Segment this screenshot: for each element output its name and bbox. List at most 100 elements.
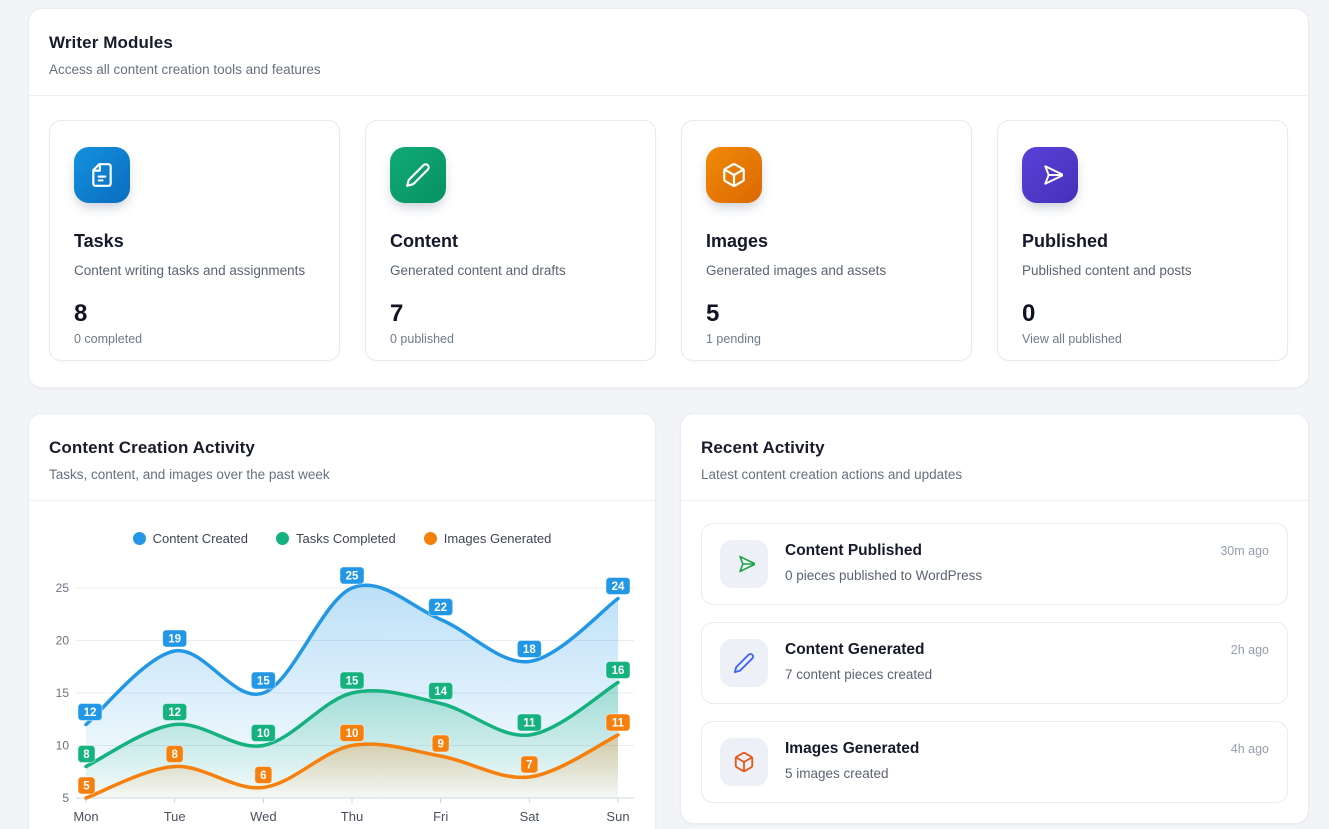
svg-text:24: 24 bbox=[612, 581, 625, 593]
modules-grid: Tasks Content writing tasks and assignme… bbox=[29, 96, 1308, 387]
svg-text:25: 25 bbox=[346, 571, 359, 583]
module-title: Published bbox=[1022, 231, 1109, 251]
activity-title: Images Generated bbox=[785, 740, 920, 757]
svg-text:10: 10 bbox=[346, 728, 359, 740]
svg-text:11: 11 bbox=[523, 718, 536, 730]
images-tile bbox=[706, 147, 762, 203]
activity-description: 0 pieces published to WordPress bbox=[785, 568, 983, 583]
svg-text:Wed: Wed bbox=[250, 809, 276, 824]
divider bbox=[29, 95, 1308, 96]
module-description: Generated content and drafts bbox=[390, 263, 566, 278]
svg-text:10: 10 bbox=[257, 728, 270, 740]
activity-timestamp: 2h ago bbox=[1230, 643, 1269, 657]
module-count: 7 bbox=[390, 300, 404, 327]
svg-text:6: 6 bbox=[260, 770, 266, 782]
tasks-tile bbox=[74, 147, 130, 203]
svg-text:5: 5 bbox=[62, 791, 69, 805]
svg-text:16: 16 bbox=[612, 665, 625, 677]
module-title: Tasks bbox=[74, 231, 124, 251]
activity-timestamp: 4h ago bbox=[1230, 742, 1269, 756]
module-card-images[interactable]: Images Generated images and assets 5 1 p… bbox=[681, 120, 972, 361]
legend-dot-icon bbox=[276, 532, 289, 545]
legend-item-tasks-completed[interactable]: Tasks Completed bbox=[276, 531, 396, 546]
svg-text:Sat: Sat bbox=[520, 809, 540, 824]
legend-label: Tasks Completed bbox=[296, 531, 396, 546]
svg-text:14: 14 bbox=[434, 686, 447, 698]
legend-item-images-generated[interactable]: Images Generated bbox=[423, 531, 552, 546]
svg-text:12: 12 bbox=[168, 707, 181, 719]
module-sub-label: 0 published bbox=[390, 332, 454, 346]
content-creation-activity-panel: Content Creation Activity Tasks, content… bbox=[28, 413, 656, 829]
activity-icon-tile bbox=[720, 738, 768, 786]
send-icon bbox=[1037, 162, 1063, 188]
pencil-icon bbox=[405, 162, 431, 188]
module-card-content[interactable]: Content Generated content and drafts 7 0… bbox=[365, 120, 656, 361]
activity-description: 5 images created bbox=[785, 766, 889, 781]
chart-panel-header: Content Creation Activity Tasks, content… bbox=[29, 414, 655, 500]
chart-panel-subtitle: Tasks, content, and images over the past… bbox=[49, 467, 330, 482]
divider bbox=[681, 500, 1308, 501]
svg-text:9: 9 bbox=[437, 739, 443, 751]
chart-body: Content Created Tasks Completed Images Gen… bbox=[29, 501, 655, 829]
module-title: Images bbox=[706, 231, 769, 251]
legend-dot-icon bbox=[423, 532, 437, 545]
activity-description: 7 content pieces created bbox=[785, 667, 933, 682]
module-description: Published content and posts bbox=[1022, 263, 1192, 278]
activity-title: Content Published bbox=[785, 542, 922, 559]
chart-legend: Content Created Tasks Completed Images Gen… bbox=[29, 531, 655, 546]
svg-text:20: 20 bbox=[56, 634, 70, 648]
module-count: 5 bbox=[706, 300, 720, 327]
svg-text:18: 18 bbox=[523, 644, 536, 656]
module-sub-label: 1 pending bbox=[706, 332, 761, 346]
activity-item-content-published[interactable]: Content Published 0 pieces published to … bbox=[701, 523, 1288, 605]
module-sub-label: View all published bbox=[1022, 332, 1122, 346]
module-card-published[interactable]: Published Published content and posts 0 … bbox=[997, 120, 1288, 361]
writer-modules-panel: Writer Modules Access all content creati… bbox=[28, 8, 1309, 388]
legend-item-content-created[interactable]: Content Created bbox=[132, 531, 248, 546]
recent-activity-subtitle: Latest content creation actions and upda… bbox=[701, 467, 963, 482]
divider bbox=[29, 500, 655, 501]
svg-text:12: 12 bbox=[84, 707, 97, 719]
module-count: 8 bbox=[74, 300, 88, 327]
file-text-icon bbox=[89, 162, 115, 188]
activity-text: Content Published 0 pieces published to … bbox=[785, 540, 1203, 583]
activity-icon-tile bbox=[720, 540, 768, 588]
activity-line-chart-svg: 5 10 15 20 25 Mon Tue Wed Thu Fri Sat Sun 12 19 15 25 22… bbox=[56, 566, 634, 824]
recent-activity-header: Recent Activity Latest content creation … bbox=[681, 414, 1308, 500]
module-description: Generated images and assets bbox=[706, 263, 887, 278]
activity-text: Content Generated 7 content pieces creat… bbox=[785, 639, 1214, 682]
svg-text:Thu: Thu bbox=[341, 809, 363, 824]
module-sub-label: 0 completed bbox=[74, 332, 143, 346]
module-title: Content bbox=[390, 231, 458, 251]
svg-text:15: 15 bbox=[56, 686, 70, 700]
svg-text:Tue: Tue bbox=[164, 809, 186, 824]
module-card-tasks[interactable]: Tasks Content writing tasks and assignme… bbox=[49, 120, 340, 361]
legend-label: Content Created bbox=[152, 531, 248, 546]
writer-modules-header: Writer Modules Access all content creati… bbox=[29, 9, 1308, 95]
svg-text:10: 10 bbox=[56, 739, 70, 753]
activity-icon-tile bbox=[720, 639, 768, 687]
activity-text: Images Generated 5 images created bbox=[785, 738, 1214, 781]
published-tile bbox=[1022, 147, 1078, 203]
svg-text:Fri: Fri bbox=[433, 809, 448, 824]
module-count: 0 bbox=[1022, 300, 1036, 327]
legend-dot-icon bbox=[132, 532, 146, 545]
legend-label: Images Generated bbox=[443, 531, 552, 546]
line-chart: 5 10 15 20 25 Mon Tue Wed Thu Fri Sat Sun 12 19 15 25 22… bbox=[40, 558, 644, 829]
svg-text:22: 22 bbox=[434, 602, 447, 614]
svg-text:8: 8 bbox=[171, 749, 178, 761]
svg-text:7: 7 bbox=[526, 760, 532, 772]
writer-modules-title: Writer Modules bbox=[49, 33, 173, 52]
svg-text:25: 25 bbox=[56, 581, 70, 595]
recent-activity-panel: Recent Activity Latest content creation … bbox=[680, 413, 1309, 824]
svg-text:8: 8 bbox=[83, 749, 90, 761]
svg-text:Sun: Sun bbox=[606, 809, 629, 824]
cube-icon bbox=[721, 162, 747, 188]
activity-item-content-generated[interactable]: Content Generated 7 content pieces creat… bbox=[701, 622, 1288, 704]
svg-text:11: 11 bbox=[612, 718, 625, 730]
activity-title: Content Generated bbox=[785, 641, 925, 658]
svg-text:15: 15 bbox=[346, 676, 359, 688]
module-description: Content writing tasks and assignments bbox=[74, 263, 306, 278]
activity-item-images-generated[interactable]: Images Generated 5 images created 4h ago bbox=[701, 721, 1288, 803]
svg-text:19: 19 bbox=[168, 634, 181, 646]
